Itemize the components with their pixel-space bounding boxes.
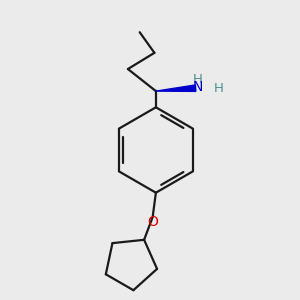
Text: H: H: [214, 82, 224, 95]
Text: O: O: [148, 215, 158, 229]
Text: N: N: [193, 80, 203, 94]
Polygon shape: [156, 85, 196, 92]
Text: H: H: [193, 74, 203, 86]
